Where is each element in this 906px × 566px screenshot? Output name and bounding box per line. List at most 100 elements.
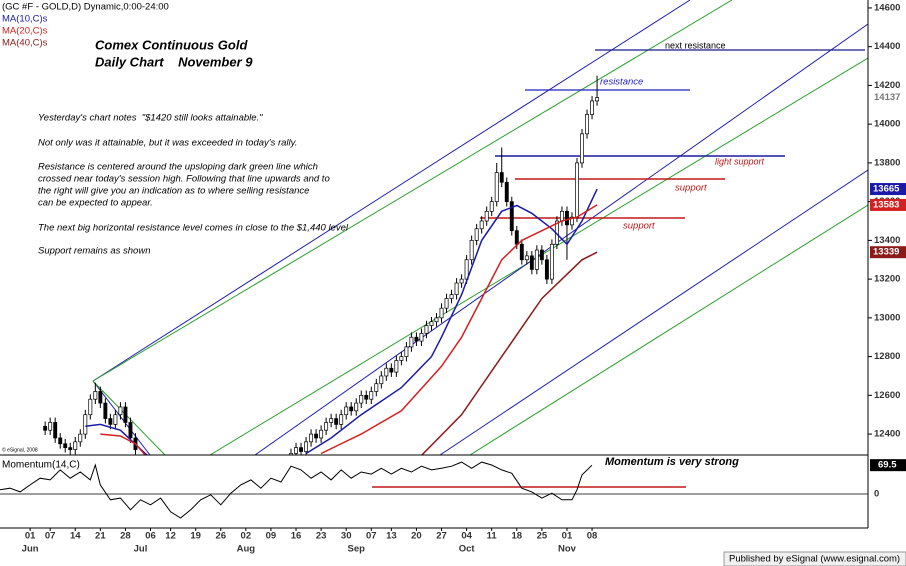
y-tick-label: 13000 <box>874 312 900 323</box>
x-tick-label: 27 <box>436 531 447 542</box>
candle-body <box>580 133 584 164</box>
note: can be expected to appear. <box>38 198 153 209</box>
candle-body <box>379 375 384 385</box>
candle-body <box>349 406 354 412</box>
candle-body <box>118 406 123 416</box>
note: Resistance is centered around the upslop… <box>38 162 318 173</box>
annotation: support <box>675 183 707 194</box>
momentum-panel <box>0 461 593 519</box>
momentum-label: Momentum(14,C) <box>2 460 80 471</box>
candle-body <box>595 97 600 102</box>
candle-body <box>494 172 499 202</box>
note: Yesterday's chart notes "$1420 still loo… <box>38 113 263 124</box>
month-label: Jul <box>134 544 148 555</box>
candle-body <box>524 255 529 261</box>
x-tick-label: 09 <box>266 531 277 542</box>
annotation: Momentum is very strong <box>605 456 739 468</box>
header: (GC #F - GOLD,D) Dynamic,0:00-24:00 <box>2 2 169 13</box>
candle-body <box>449 294 454 299</box>
footer: Published by eSignal (www.esignal.com) <box>729 554 900 565</box>
x-tick-label: 28 <box>120 531 131 542</box>
x-tick-label: 08 <box>587 531 598 542</box>
annotation: resistance <box>600 77 643 88</box>
legend-entry: MA(40,C)s <box>2 38 48 49</box>
y-tick-label: 14400 <box>874 41 900 52</box>
candle-body <box>329 418 334 423</box>
price-tag <box>870 183 906 196</box>
momentum-tag <box>870 459 906 472</box>
x-tick-label: 13 <box>386 531 397 542</box>
x-tick-label: 25 <box>537 531 548 542</box>
candle-body <box>98 391 103 404</box>
x-tick-label: 06 <box>145 531 156 542</box>
candle-body <box>48 422 53 431</box>
candle-body <box>514 230 519 245</box>
note: the right will give you an indication as… <box>38 186 309 197</box>
candle-body <box>319 429 324 439</box>
subtitle: Daily Chart November 9 <box>95 54 253 69</box>
candle-body <box>565 210 569 226</box>
candle-body <box>409 336 414 348</box>
candle-body <box>414 336 419 342</box>
candle-body <box>424 325 429 334</box>
candle-body <box>108 418 113 425</box>
candle-body <box>314 433 319 439</box>
x-tick-label: 23 <box>316 531 327 542</box>
annotation: support <box>623 221 655 232</box>
candle-body <box>83 414 88 435</box>
trend-line <box>209 57 868 455</box>
x-tick-label: 11 <box>487 531 498 542</box>
candle-body <box>469 240 474 261</box>
candle-body <box>570 216 574 226</box>
candle-body <box>394 360 399 373</box>
candle-body <box>419 333 424 342</box>
candle-body <box>389 367 394 373</box>
candle-body <box>529 255 534 270</box>
price-tag <box>870 198 906 211</box>
note: The next big horizontal resistance level… <box>38 223 349 234</box>
candle-body <box>499 172 504 183</box>
month-label: Aug <box>237 544 256 555</box>
candle-body <box>78 433 83 443</box>
marks <box>0 75 600 519</box>
candle-body <box>534 249 539 270</box>
y-tick-label: 12400 <box>874 429 900 440</box>
x-tick-label: 07 <box>45 531 56 542</box>
x-tick-label: 21 <box>95 531 106 542</box>
candle-body <box>404 346 409 357</box>
note: Not only was it attainable, but it was e… <box>38 138 297 149</box>
candle-body <box>549 243 554 280</box>
last-price-label: 14137 <box>874 92 900 103</box>
legend-entry: MA(20,C)s <box>2 26 48 37</box>
candle-body <box>103 402 108 419</box>
candle-body <box>58 437 63 445</box>
price-tag <box>870 246 906 259</box>
month-label: Sep <box>348 544 366 555</box>
candle-body <box>43 425 48 431</box>
x-tick-label: 16 <box>291 531 302 542</box>
candle-body <box>374 383 379 392</box>
price-tag-label: 13339 <box>873 247 899 258</box>
note: Support remains as shown <box>38 246 150 257</box>
candle-body <box>299 447 303 452</box>
candle-body <box>585 114 589 135</box>
candle-body <box>429 321 434 326</box>
candle-body <box>309 433 314 443</box>
x-tick-label: 19 <box>190 531 201 542</box>
candle-body <box>559 210 564 222</box>
copyright: © eSignal, 2008 <box>2 446 38 453</box>
candle-body <box>68 447 73 450</box>
candle-body <box>324 422 329 431</box>
momentum-line <box>0 461 593 519</box>
moving-average <box>420 251 598 455</box>
candle-body <box>128 422 133 439</box>
candle-body <box>504 181 509 202</box>
y-tick-label: 14000 <box>874 119 900 130</box>
x-tick-label: 26 <box>215 531 226 542</box>
x-tick-label: 07 <box>366 531 377 542</box>
candle-body <box>63 443 68 448</box>
candle-body <box>590 100 594 115</box>
candle-body <box>489 201 494 212</box>
month-label: Oct <box>459 544 476 555</box>
